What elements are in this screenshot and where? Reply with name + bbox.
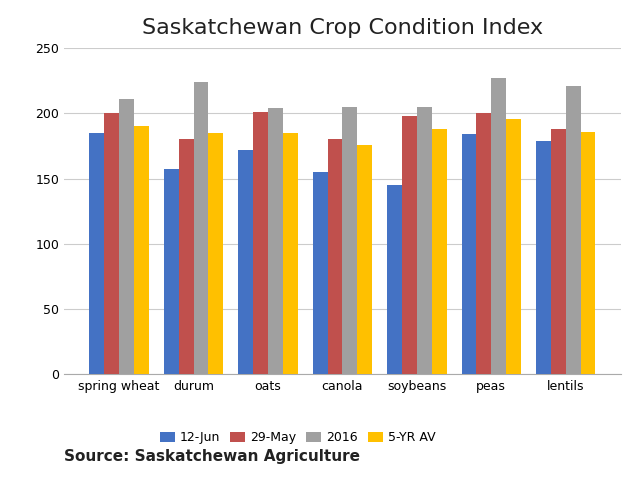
Bar: [134, 126, 149, 374]
Bar: [387, 185, 402, 374]
Bar: [417, 107, 432, 374]
Bar: [179, 139, 193, 374]
Bar: [164, 169, 179, 374]
Bar: [402, 116, 417, 374]
Bar: [357, 144, 372, 374]
Bar: [238, 150, 253, 374]
Bar: [506, 119, 521, 374]
Bar: [119, 99, 134, 374]
Bar: [90, 133, 104, 374]
Bar: [283, 133, 298, 374]
Bar: [209, 133, 223, 374]
Bar: [476, 113, 492, 374]
Bar: [104, 113, 119, 374]
Bar: [432, 129, 447, 374]
Bar: [253, 112, 268, 374]
Bar: [312, 172, 328, 374]
Bar: [193, 82, 209, 374]
Bar: [328, 139, 342, 374]
Bar: [492, 78, 506, 374]
Bar: [536, 141, 551, 374]
Bar: [566, 86, 580, 374]
Bar: [461, 134, 476, 374]
Text: Source: Saskatchewan Agriculture: Source: Saskatchewan Agriculture: [64, 449, 360, 464]
Legend: 12-Jun, 29-May, 2016, 5-YR AV: 12-Jun, 29-May, 2016, 5-YR AV: [155, 426, 441, 449]
Bar: [580, 132, 595, 374]
Bar: [551, 129, 566, 374]
Title: Saskatchewan Crop Condition Index: Saskatchewan Crop Condition Index: [142, 18, 543, 38]
Bar: [268, 108, 283, 374]
Bar: [342, 107, 357, 374]
